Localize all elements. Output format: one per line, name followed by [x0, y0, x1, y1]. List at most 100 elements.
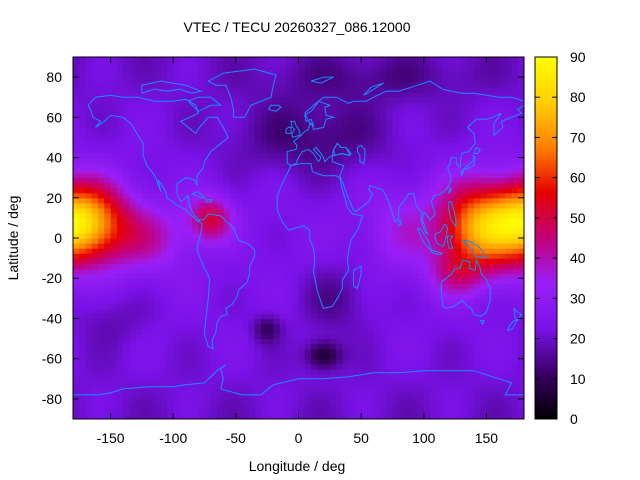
heatmap-cell	[492, 398, 500, 405]
heatmap-cell	[273, 207, 281, 214]
heatmap-cell	[204, 212, 212, 219]
heatmap-cell	[336, 353, 343, 360]
heatmap-cell	[179, 177, 187, 184]
heatmap-cell	[292, 202, 300, 209]
heatmap-cell	[79, 258, 87, 264]
heatmap-cell	[173, 253, 181, 259]
heatmap-cell	[505, 393, 513, 400]
heatmap-cell	[242, 192, 249, 199]
heatmap-cell	[129, 268, 137, 274]
heatmap-cell	[517, 167, 524, 174]
heatmap-cell	[260, 122, 268, 128]
heatmap-cell	[260, 338, 268, 345]
heatmap-cell	[179, 358, 187, 365]
heatmap-cell	[292, 258, 300, 264]
heatmap-cell	[179, 273, 187, 279]
heatmap-cell	[492, 313, 500, 320]
heatmap-cell	[154, 318, 162, 325]
heatmap-cell	[192, 368, 199, 375]
heatmap-cell	[505, 413, 513, 419]
heatmap-cell	[204, 182, 212, 189]
heatmap-cell	[348, 222, 356, 229]
heatmap-cell	[348, 288, 356, 294]
heatmap-cell	[455, 378, 462, 385]
heatmap-cell	[279, 167, 287, 174]
heatmap-cell	[354, 388, 362, 395]
heatmap-cell	[436, 333, 444, 340]
heatmap-cell	[192, 92, 199, 98]
heatmap-cell	[505, 398, 513, 405]
heatmap-cell	[110, 187, 118, 194]
heatmap-cell	[455, 383, 462, 390]
heatmap-cell	[129, 192, 137, 199]
heatmap-cell	[204, 102, 212, 108]
heatmap-cell	[511, 162, 519, 169]
heatmap-cell	[354, 72, 362, 78]
heatmap-cell	[279, 117, 287, 123]
heatmap-cell	[336, 87, 343, 93]
heatmap-cell	[116, 323, 124, 330]
heatmap-cell	[329, 308, 337, 315]
heatmap-cell	[398, 162, 406, 169]
heatmap-cell	[160, 77, 168, 83]
heatmap-cell	[223, 263, 231, 269]
heatmap-cell	[436, 87, 444, 93]
heatmap-cell	[104, 308, 112, 315]
heatmap-cell	[386, 137, 394, 144]
heatmap-cell	[442, 363, 450, 370]
heatmap-cell	[292, 373, 300, 380]
heatmap-cell	[480, 107, 488, 113]
heatmap-cell	[323, 102, 331, 108]
heatmap-cell	[436, 102, 444, 108]
heatmap-cell	[442, 167, 450, 174]
heatmap-cell	[386, 187, 394, 194]
heatmap-cell	[392, 308, 400, 315]
heatmap-cell	[285, 328, 293, 335]
heatmap-cell	[392, 388, 400, 395]
heatmap-cell	[336, 413, 343, 419]
heatmap-cell	[329, 383, 337, 390]
heatmap-cell	[104, 293, 112, 299]
heatmap-cell	[285, 167, 293, 174]
heatmap-cell	[323, 358, 331, 365]
heatmap-cell	[455, 192, 462, 199]
heatmap-cell	[129, 248, 137, 254]
heatmap-cell	[223, 248, 231, 254]
heatmap-cell	[367, 413, 375, 419]
heatmap-cell	[229, 278, 237, 284]
heatmap-cell	[285, 333, 293, 340]
heatmap-cell	[148, 388, 156, 395]
heatmap-cell	[73, 278, 80, 284]
heatmap-cell	[448, 87, 456, 93]
heatmap-cell	[79, 328, 87, 335]
heatmap-cell	[166, 157, 174, 164]
heatmap-cell	[217, 227, 224, 234]
heatmap-cell	[386, 413, 394, 419]
heatmap-cell	[455, 142, 462, 149]
heatmap-cell	[423, 388, 431, 395]
heatmap-cell	[505, 107, 513, 113]
heatmap-cell	[192, 117, 199, 123]
heatmap-cell	[461, 137, 469, 144]
heatmap-cell	[110, 263, 118, 269]
heatmap-cell	[492, 383, 500, 390]
heatmap-cell	[279, 338, 287, 345]
heatmap-cell	[173, 283, 181, 289]
heatmap-cell	[323, 152, 331, 159]
heatmap-cell	[461, 87, 469, 93]
heatmap-cell	[110, 197, 118, 204]
heatmap-cell	[392, 263, 400, 269]
heatmap-cell	[229, 172, 237, 179]
heatmap-cell	[279, 92, 287, 98]
heatmap-cell	[148, 323, 156, 330]
heatmap-cell	[398, 298, 406, 304]
heatmap-cell	[386, 393, 394, 400]
heatmap-cell	[85, 212, 93, 219]
heatmap-cell	[292, 393, 300, 400]
heatmap-cell	[379, 157, 387, 164]
heatmap-cell	[430, 313, 437, 320]
heatmap-cell	[129, 238, 137, 244]
heatmap-cell	[192, 202, 199, 209]
heatmap-cell	[298, 238, 306, 244]
heatmap-cell	[348, 343, 356, 350]
